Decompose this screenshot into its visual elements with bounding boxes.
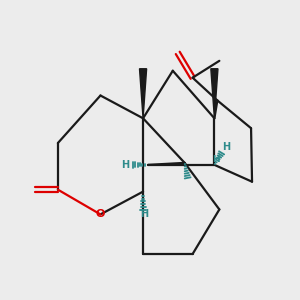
Text: O: O — [96, 209, 105, 219]
Text: H: H — [121, 160, 130, 170]
Text: H: H — [212, 155, 220, 164]
Text: H: H — [222, 142, 230, 152]
Polygon shape — [211, 69, 218, 118]
Text: H: H — [140, 209, 148, 219]
Polygon shape — [140, 69, 147, 118]
